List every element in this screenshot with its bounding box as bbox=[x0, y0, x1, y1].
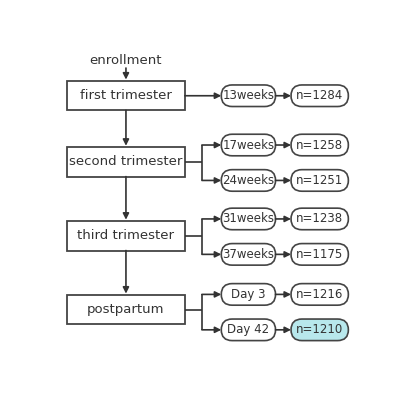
FancyBboxPatch shape bbox=[291, 319, 348, 341]
FancyBboxPatch shape bbox=[67, 81, 185, 110]
FancyBboxPatch shape bbox=[221, 134, 276, 156]
FancyBboxPatch shape bbox=[291, 284, 348, 305]
FancyBboxPatch shape bbox=[221, 170, 276, 191]
Text: n=1251: n=1251 bbox=[296, 174, 343, 187]
Text: n=1284: n=1284 bbox=[296, 89, 343, 102]
Text: Day 3: Day 3 bbox=[231, 288, 266, 301]
Text: third trimester: third trimester bbox=[78, 229, 174, 242]
Text: n=1238: n=1238 bbox=[296, 212, 343, 226]
FancyBboxPatch shape bbox=[291, 134, 348, 156]
FancyBboxPatch shape bbox=[67, 295, 185, 324]
FancyBboxPatch shape bbox=[221, 319, 276, 341]
FancyBboxPatch shape bbox=[291, 170, 348, 191]
Text: first trimester: first trimester bbox=[80, 89, 172, 102]
Text: 31weeks: 31weeks bbox=[222, 212, 274, 226]
FancyBboxPatch shape bbox=[221, 85, 276, 106]
Text: Day 42: Day 42 bbox=[227, 323, 270, 336]
FancyBboxPatch shape bbox=[221, 208, 276, 230]
Text: n=1258: n=1258 bbox=[296, 138, 343, 152]
FancyBboxPatch shape bbox=[221, 284, 276, 305]
Text: second trimester: second trimester bbox=[69, 156, 183, 168]
FancyBboxPatch shape bbox=[291, 208, 348, 230]
Text: n=1175: n=1175 bbox=[296, 248, 343, 261]
Text: 37weeks: 37weeks bbox=[222, 248, 274, 261]
Text: postpartum: postpartum bbox=[87, 303, 165, 316]
Text: 13weeks: 13weeks bbox=[222, 89, 274, 102]
FancyBboxPatch shape bbox=[67, 221, 185, 250]
Text: enrollment: enrollment bbox=[90, 54, 162, 67]
FancyBboxPatch shape bbox=[221, 244, 276, 265]
FancyBboxPatch shape bbox=[291, 244, 348, 265]
FancyBboxPatch shape bbox=[67, 147, 185, 176]
Text: 24weeks: 24weeks bbox=[222, 174, 274, 187]
Text: 17weeks: 17weeks bbox=[222, 138, 274, 152]
FancyBboxPatch shape bbox=[291, 85, 348, 106]
Text: n=1216: n=1216 bbox=[296, 288, 343, 301]
Text: n=1210: n=1210 bbox=[296, 323, 343, 336]
